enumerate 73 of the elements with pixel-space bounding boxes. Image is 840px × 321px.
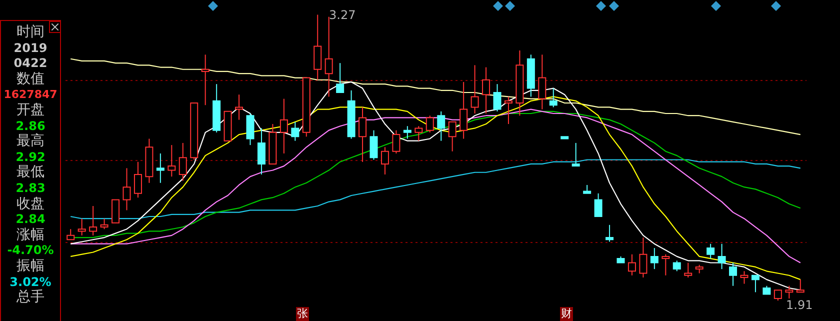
candlestick — [291, 121, 300, 142]
text: 2.83 — [14, 180, 46, 196]
candlestick — [650, 248, 658, 270]
candlestick — [662, 254, 670, 276]
text: 3.02% — [8, 274, 52, 289]
candlestick — [370, 130, 378, 160]
candlestick — [168, 144, 176, 178]
text: 2019 — [12, 40, 48, 56]
candlestick — [504, 96, 512, 125]
text: 2.92 — [14, 150, 46, 165]
candlestick — [403, 126, 412, 140]
candlestick — [314, 14, 322, 80]
candlestick — [639, 237, 648, 278]
candlestick — [100, 218, 108, 230]
candlestick — [134, 161, 142, 198]
candlestick — [493, 84, 502, 112]
candlestick — [460, 81, 468, 140]
text: 总手 — [16, 289, 46, 306]
candlestick — [706, 243, 715, 260]
candlestick — [751, 274, 760, 293]
text: 涨幅 — [16, 226, 46, 244]
text: 最低 — [16, 164, 46, 181]
text: 最高 — [16, 133, 46, 150]
candlestick — [482, 66, 490, 114]
candlestick — [426, 115, 434, 133]
candlestick — [358, 106, 367, 162]
candlestick — [785, 285, 794, 299]
candlestick — [201, 54, 210, 106]
annotation: 1.91 — [786, 298, 813, 312]
candlestick — [606, 224, 614, 242]
candlestick — [594, 192, 602, 218]
text: 1627847 — [2, 87, 58, 102]
candlestick — [572, 142, 580, 167]
text: 振幅 — [16, 258, 46, 274]
candlestick — [257, 128, 266, 175]
candlestick — [549, 88, 558, 108]
text: 收盘 — [16, 196, 46, 212]
candlestick — [246, 113, 254, 146]
text: 数值 — [16, 70, 46, 88]
candlestick — [774, 290, 782, 302]
text: 0422 — [12, 56, 48, 72]
candlestick — [672, 260, 681, 272]
candlestick — [796, 279, 804, 293]
annotation: 3.27 — [329, 8, 356, 22]
annotation: 财 — [560, 307, 573, 321]
candlestick — [78, 218, 86, 236]
text: 2.84 — [14, 212, 46, 228]
candlestick — [538, 54, 546, 110]
candlestick — [122, 168, 131, 211]
candlestick — [718, 243, 726, 270]
candlestick — [89, 206, 98, 236]
candlestick — [729, 262, 738, 286]
candlestick — [235, 94, 244, 120]
candlestick — [470, 64, 479, 114]
candlestick — [156, 152, 164, 184]
candlestick — [437, 110, 446, 142]
candlestick — [684, 262, 692, 278]
candlestick — [336, 62, 344, 93]
text: 时间 — [16, 24, 46, 41]
candlestick — [380, 146, 389, 175]
candlestick — [112, 199, 120, 224]
candlestick — [628, 254, 636, 276]
candlestick — [740, 270, 748, 284]
candlestick — [178, 142, 187, 182]
candlestick — [66, 228, 75, 240]
text: 2.86 — [14, 118, 46, 133]
text: 开盘 — [16, 102, 46, 119]
text: -4.70% — [6, 243, 55, 258]
candlestick — [448, 121, 456, 152]
candlestick — [280, 98, 288, 154]
candlestick — [414, 126, 423, 142]
candlestick — [392, 130, 400, 154]
annotation: 张 — [296, 307, 309, 321]
